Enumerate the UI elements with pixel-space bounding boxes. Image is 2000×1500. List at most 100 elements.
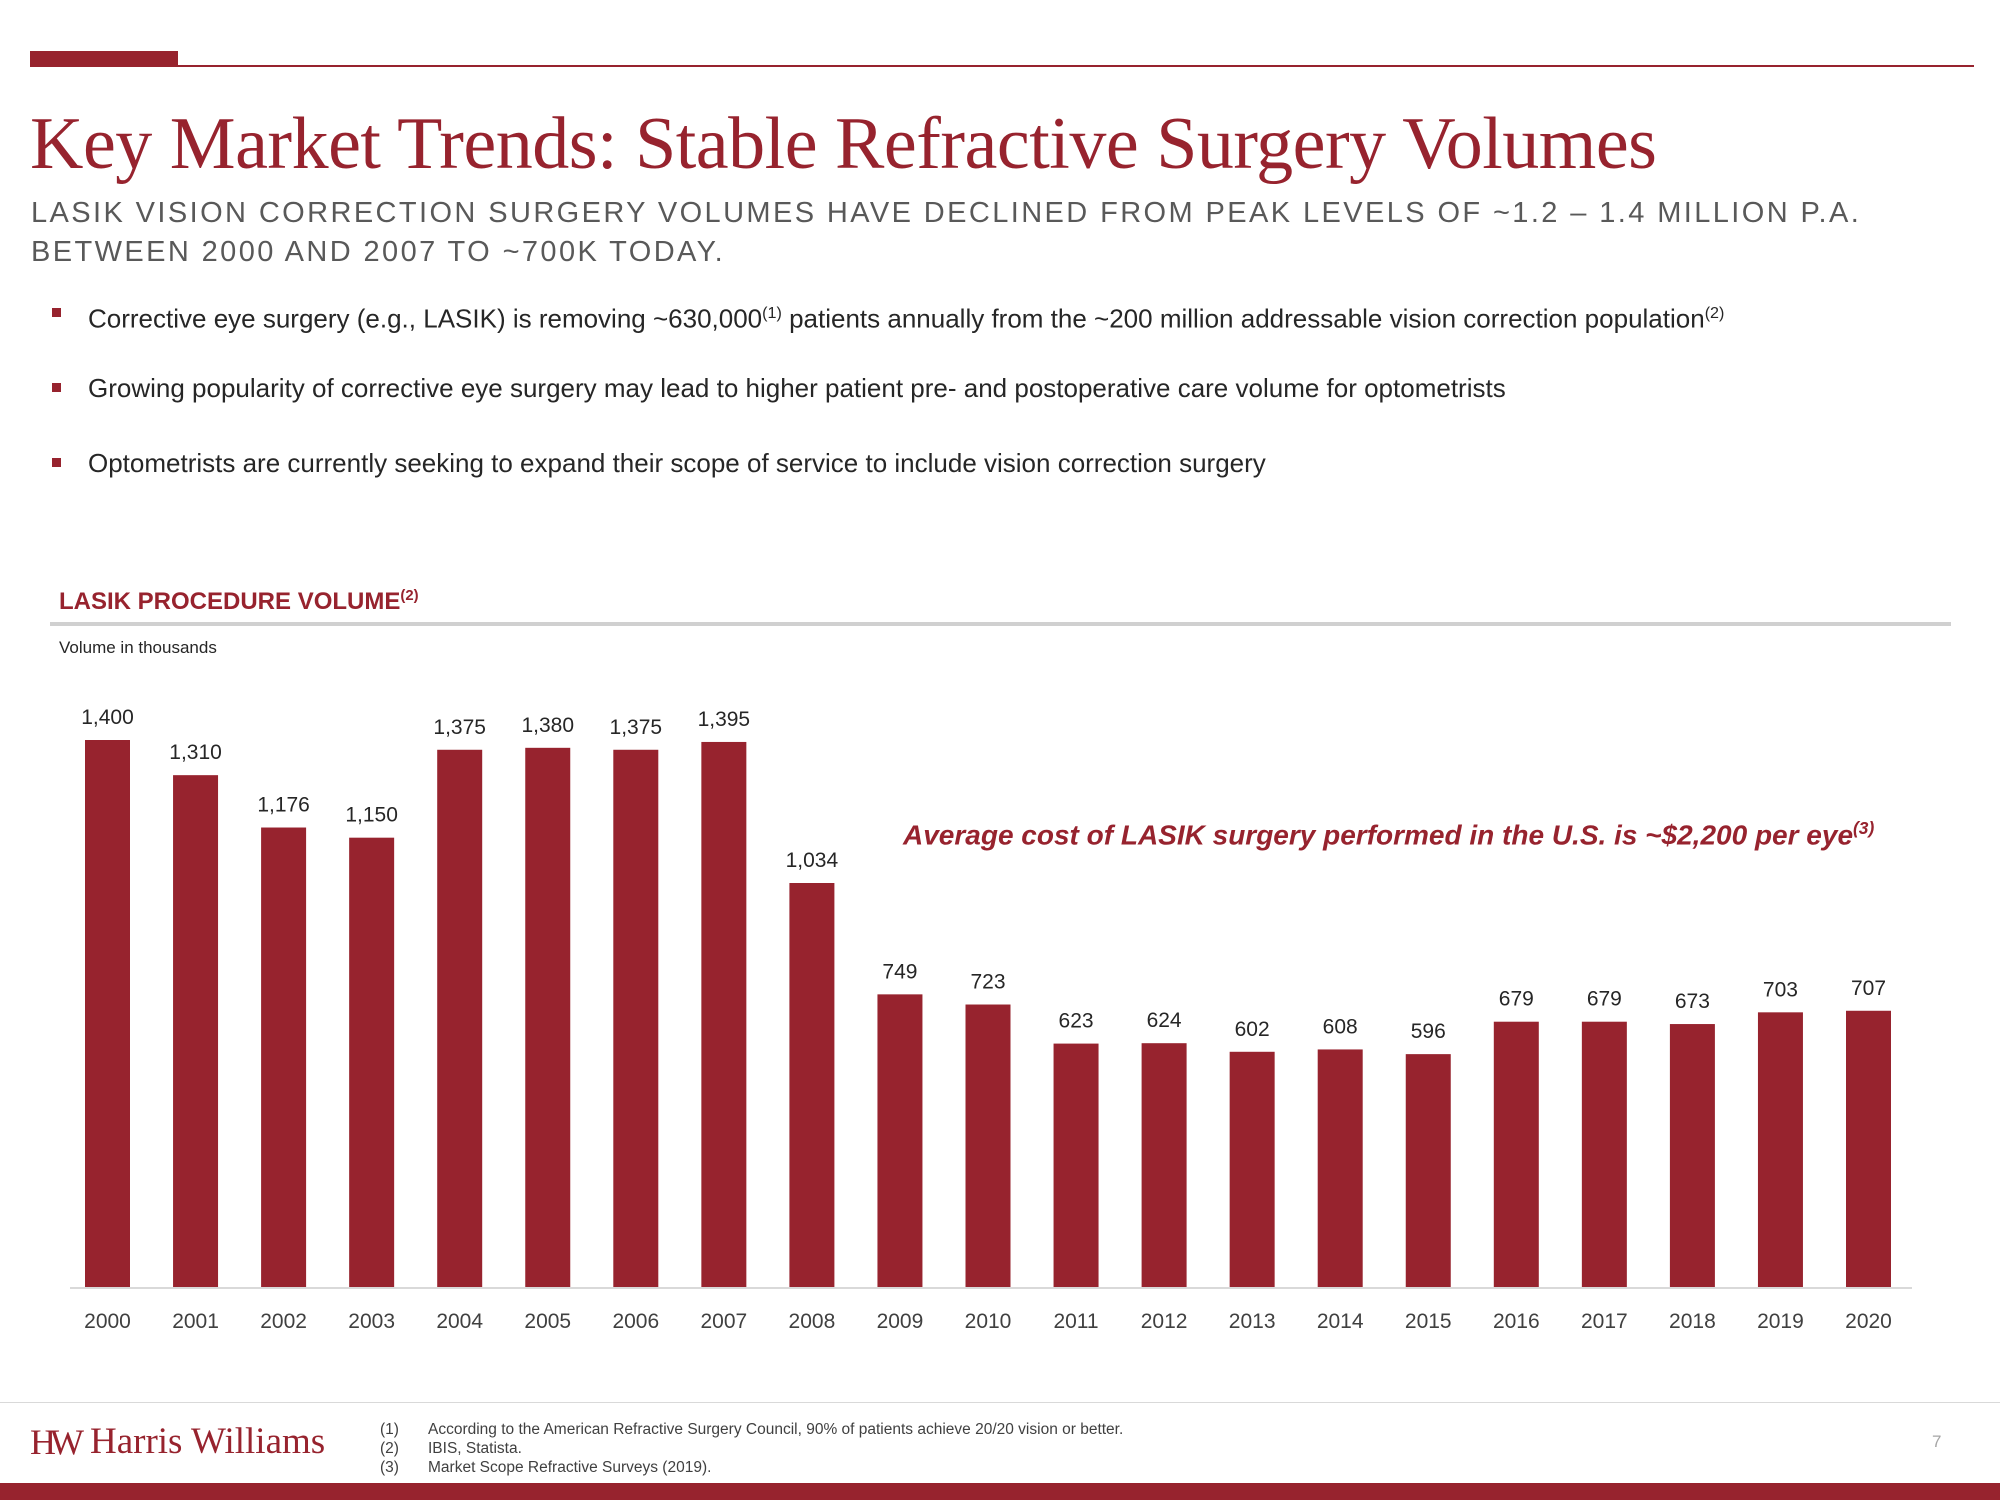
callout-text: Average cost of LASIK surgery performed … bbox=[903, 819, 1854, 851]
chart-unit-note: Volume in thousands bbox=[59, 638, 217, 657]
data-label-2010: 723 bbox=[970, 971, 1005, 994]
data-label-2019: 703 bbox=[1763, 978, 1798, 1001]
bullet-item: Optometrists are currently seeking to ex… bbox=[52, 443, 1724, 518]
x-tick-label-2005: 2005 bbox=[524, 1310, 571, 1333]
bullet-text: Optometrists are currently seeking to ex… bbox=[88, 448, 1266, 478]
bullet-item: Growing popularity of corrective eye sur… bbox=[52, 368, 1724, 443]
chart-section-rule bbox=[50, 622, 1951, 626]
data-label-2007: 1,395 bbox=[698, 708, 751, 731]
bar-2005 bbox=[525, 747, 571, 1287]
x-tick-label-2020: 2020 bbox=[1845, 1310, 1892, 1333]
footnote-text: According to the American Refractive Sur… bbox=[428, 1421, 1124, 1438]
footer-rule bbox=[0, 1402, 2000, 1403]
bar-2015 bbox=[1405, 1054, 1451, 1287]
data-label-2006: 1,375 bbox=[610, 716, 663, 739]
x-tick-label-2019: 2019 bbox=[1757, 1310, 1804, 1333]
bar-2018 bbox=[1669, 1024, 1715, 1287]
x-tick-label-2006: 2006 bbox=[612, 1310, 659, 1333]
header-accent-block bbox=[30, 51, 178, 67]
bar-2011 bbox=[1053, 1043, 1099, 1287]
footnote-text: Market Scope Refractive Surveys (2019). bbox=[428, 1459, 712, 1476]
data-label-2009: 749 bbox=[882, 960, 917, 983]
x-tick-label-2010: 2010 bbox=[965, 1310, 1012, 1333]
x-tick-label-2000: 2000 bbox=[84, 1310, 131, 1333]
footnote-ref: (1) bbox=[762, 304, 782, 322]
bullet-text: Corrective eye surgery (e.g., LASIK) is … bbox=[88, 303, 763, 334]
page-title: Key Market Trends: Stable Refractive Sur… bbox=[30, 103, 1657, 185]
x-tick-label-2014: 2014 bbox=[1317, 1310, 1364, 1333]
data-label-2015: 596 bbox=[1411, 1020, 1446, 1043]
x-tick-label-2008: 2008 bbox=[789, 1310, 836, 1333]
data-label-2017: 679 bbox=[1587, 988, 1622, 1011]
x-tick-label-2002: 2002 bbox=[260, 1310, 307, 1333]
footer-band bbox=[0, 1483, 2000, 1500]
x-tick-label-2018: 2018 bbox=[1669, 1310, 1716, 1333]
logo-mark: HW bbox=[30, 1421, 84, 1462]
x-tick-label-2009: 2009 bbox=[877, 1310, 924, 1333]
x-tick-label-2017: 2017 bbox=[1581, 1310, 1628, 1333]
chart-callout: Average cost of LASIK surgery performed … bbox=[903, 818, 1874, 851]
bar-2019 bbox=[1757, 1012, 1803, 1287]
bar-2006 bbox=[613, 749, 659, 1287]
bullet-square-icon bbox=[52, 383, 61, 392]
x-tick-label-2001: 2001 bbox=[172, 1310, 219, 1333]
x-tick-label-2007: 2007 bbox=[700, 1310, 747, 1333]
footnote-number: (2) bbox=[380, 1440, 399, 1457]
header-rule bbox=[178, 65, 1974, 67]
bar-2008 bbox=[789, 883, 835, 1287]
footnote: (2) IBIS, Statista. bbox=[380, 1439, 1123, 1458]
bar-2020 bbox=[1846, 1010, 1891, 1287]
footnote-text: IBIS, Statista. bbox=[428, 1440, 522, 1457]
data-label-2012: 624 bbox=[1147, 1009, 1182, 1032]
x-tick-label-2012: 2012 bbox=[1141, 1310, 1188, 1333]
x-tick-label-2016: 2016 bbox=[1493, 1310, 1540, 1333]
x-tick-label-2013: 2013 bbox=[1229, 1310, 1276, 1333]
bar-2014 bbox=[1317, 1049, 1363, 1287]
x-tick-label-2003: 2003 bbox=[348, 1310, 395, 1333]
bullet-square-icon bbox=[52, 308, 61, 317]
x-tick-label-2015: 2015 bbox=[1405, 1310, 1452, 1333]
footnote-ref: (3) bbox=[1853, 818, 1875, 838]
data-label-2003: 1,150 bbox=[345, 804, 398, 827]
footnote-number: (1) bbox=[380, 1421, 399, 1438]
chart-section-heading: LASIK PROCEDURE VOLUME(2) bbox=[59, 588, 419, 616]
bullet-list: Corrective eye surgery (e.g., LASIK) is … bbox=[52, 293, 1724, 518]
x-tick-label-2004: 2004 bbox=[436, 1310, 483, 1333]
bar-2017 bbox=[1581, 1021, 1627, 1287]
page-number: 7 bbox=[1932, 1432, 1942, 1451]
data-label-2004: 1,375 bbox=[433, 716, 486, 739]
data-label-2001: 1,310 bbox=[169, 741, 222, 764]
data-label-2020: 707 bbox=[1851, 977, 1886, 1000]
bar-2002 bbox=[261, 827, 307, 1287]
bullet-item: Corrective eye surgery (e.g., LASIK) is … bbox=[52, 293, 1724, 368]
company-logo: HW Harris Williams bbox=[30, 1420, 325, 1463]
data-label-2002: 1,176 bbox=[257, 794, 310, 817]
bullet-square-icon bbox=[52, 458, 61, 467]
bar-2004 bbox=[437, 749, 483, 1287]
bar-2000 bbox=[85, 740, 130, 1287]
footnote-ref: (2) bbox=[400, 588, 419, 604]
footnotes: (1) According to the American Refractive … bbox=[380, 1420, 1123, 1477]
bar-2009 bbox=[877, 994, 923, 1287]
bullet-text-continued: patients annually from the ~200 million … bbox=[781, 303, 1705, 334]
bar-2003 bbox=[349, 837, 395, 1287]
footnote: (1) According to the American Refractive … bbox=[380, 1420, 1123, 1439]
footnote: (3) Market Scope Refractive Surveys (2019… bbox=[380, 1458, 1123, 1477]
data-label-2000: 1,400 bbox=[81, 706, 134, 729]
logo-text: Harris Williams bbox=[89, 1421, 326, 1462]
bar-2012 bbox=[1141, 1043, 1187, 1287]
data-label-2011: 623 bbox=[1059, 1010, 1094, 1033]
footnote-number: (3) bbox=[380, 1459, 399, 1476]
bullet-text: Growing popularity of corrective eye sur… bbox=[88, 373, 1506, 403]
data-label-2014: 608 bbox=[1323, 1015, 1358, 1038]
bar-2007 bbox=[701, 741, 747, 1287]
data-label-2018: 673 bbox=[1675, 990, 1710, 1013]
bar-2016 bbox=[1493, 1021, 1539, 1287]
bar-2013 bbox=[1229, 1051, 1275, 1287]
data-label-2005: 1,380 bbox=[521, 714, 574, 737]
data-label-2013: 602 bbox=[1235, 1018, 1270, 1041]
chart-title: LASIK PROCEDURE VOLUME bbox=[59, 588, 401, 615]
footnote-ref: (2) bbox=[1704, 304, 1725, 322]
page-subtitle: LASIK VISION CORRECTION SURGERY VOLUMES … bbox=[31, 197, 1862, 268]
